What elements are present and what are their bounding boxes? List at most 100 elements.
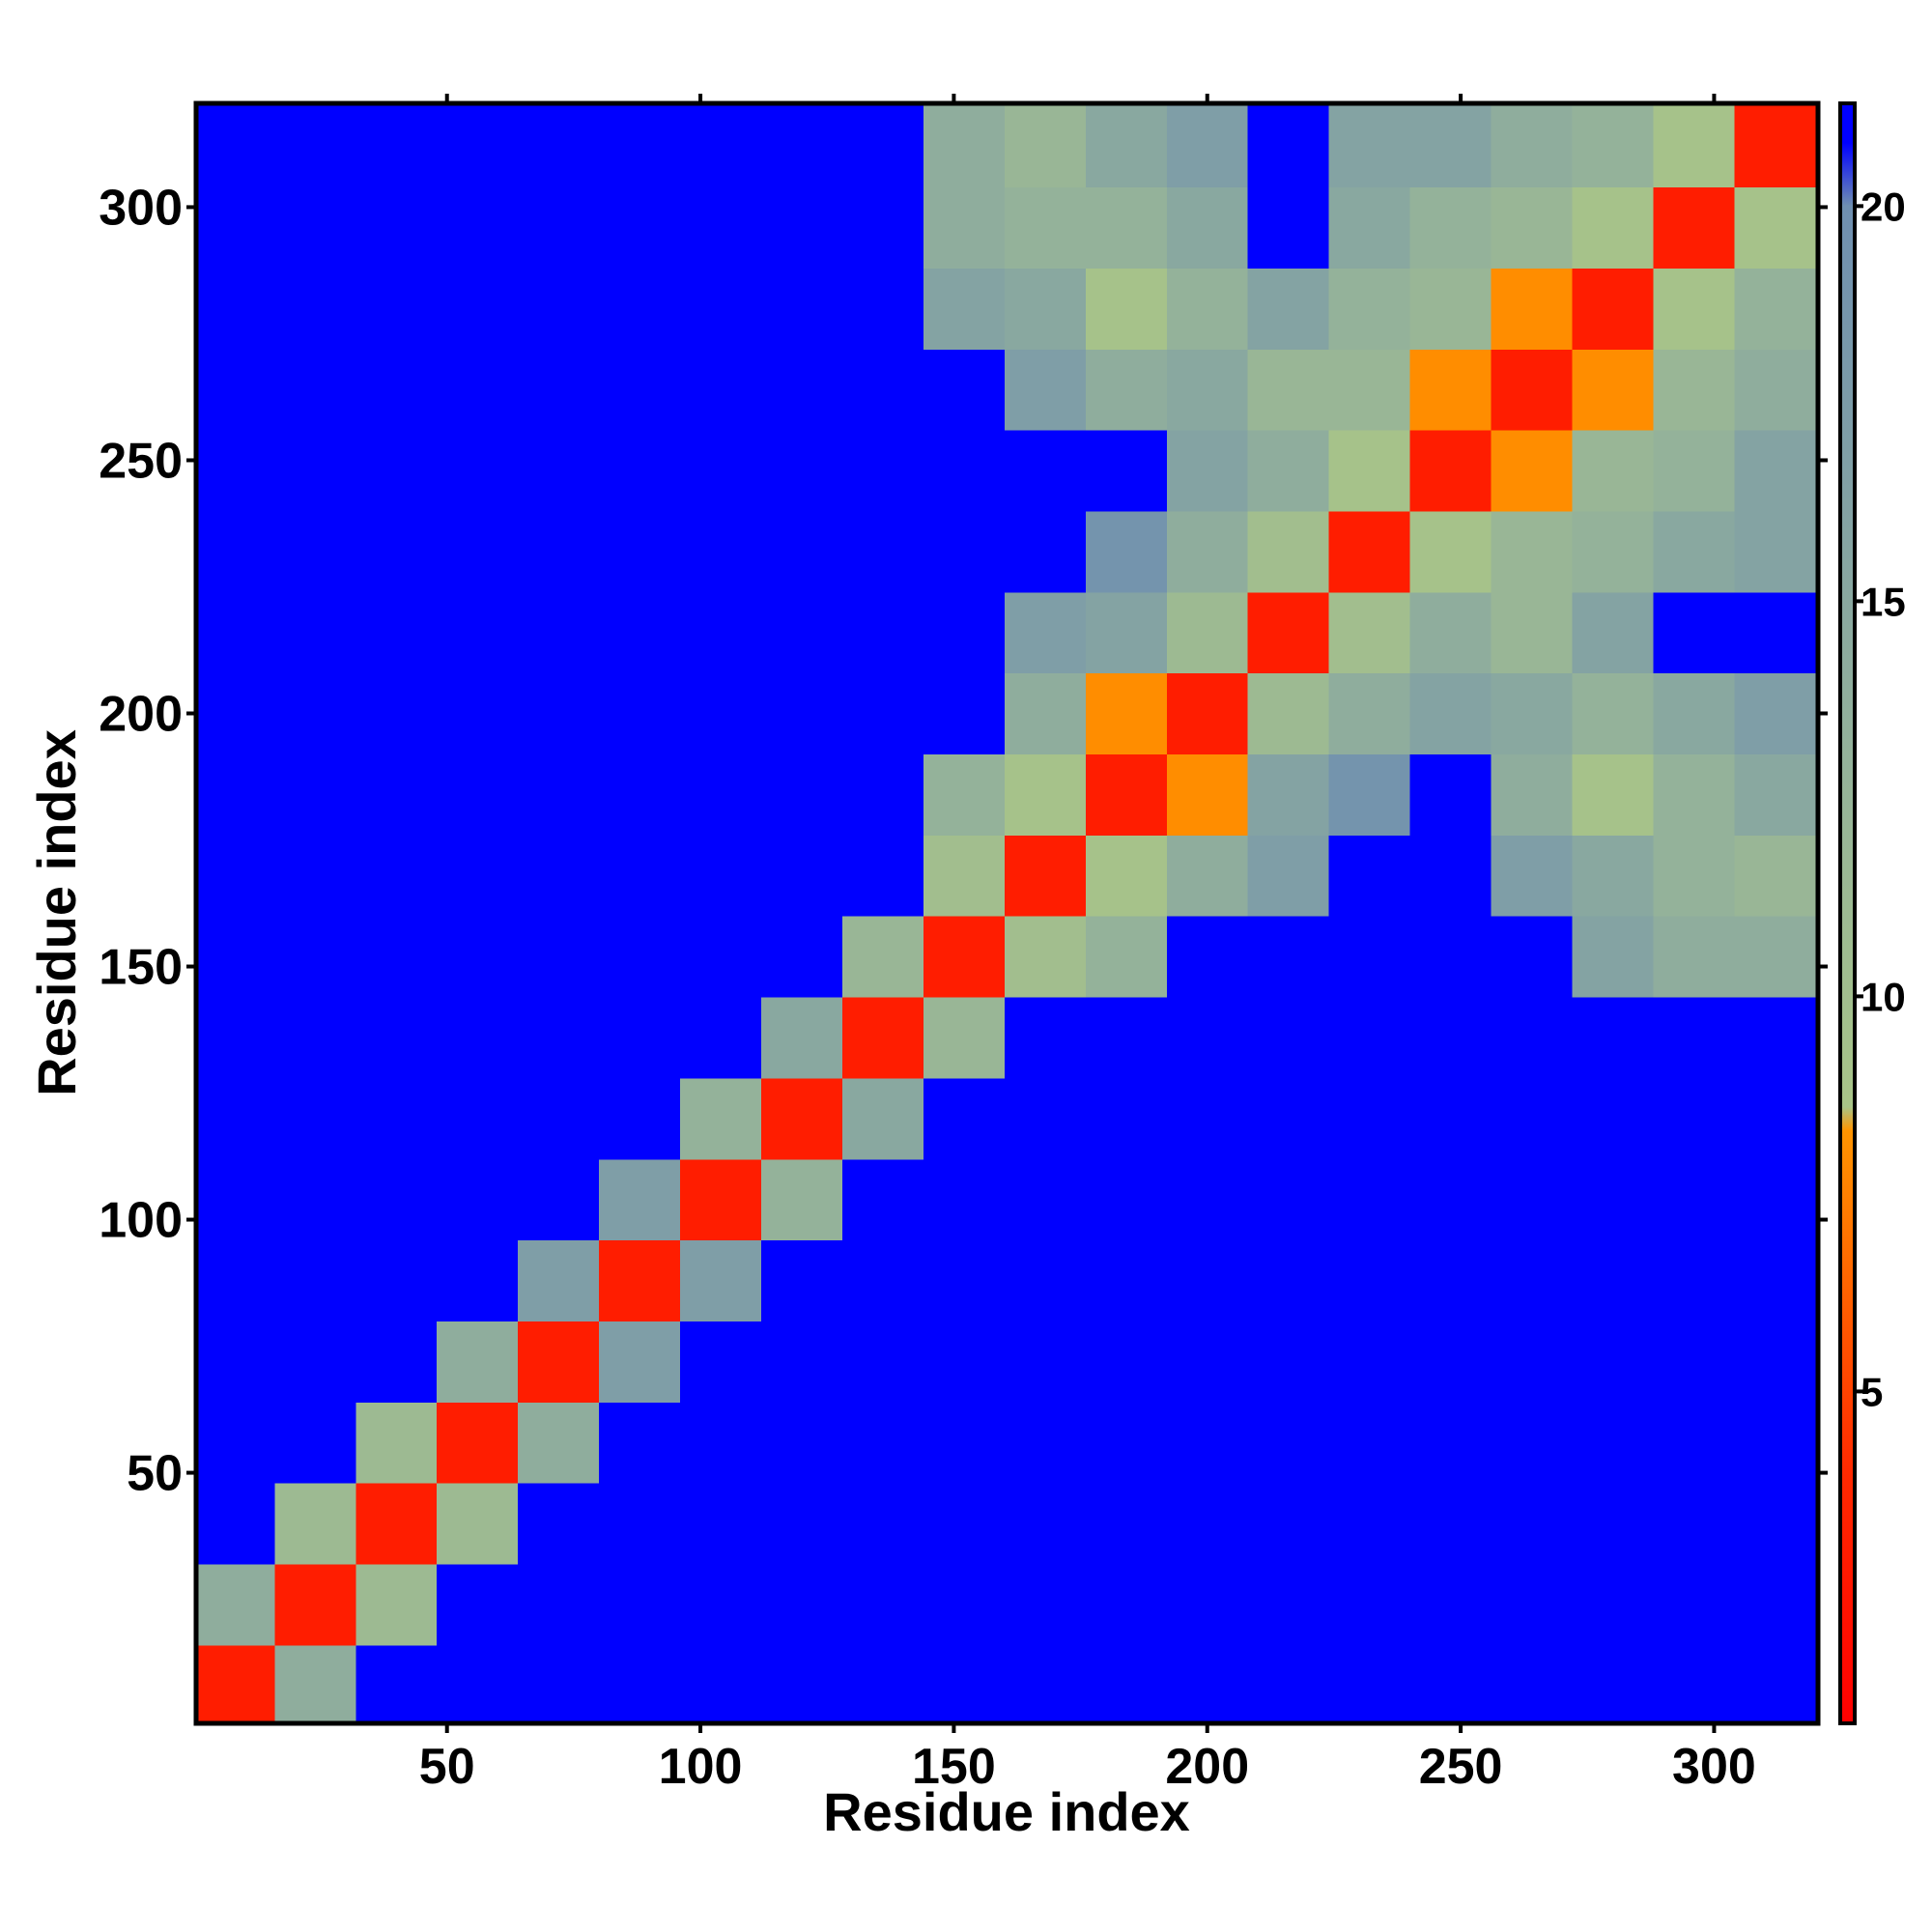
heatmap-cell [355,672,438,755]
heatmap-cell [841,835,924,917]
heatmap-cell [437,268,519,350]
heatmap-cell [1491,591,1574,674]
heatmap-cell [274,1644,356,1724]
heatmap-cell [1328,1077,1411,1160]
heatmap-cell [1004,1077,1087,1160]
heatmap-cell [1572,186,1655,269]
heatmap-cell [1491,996,1574,1079]
colorbar-tick-label: 10 [1861,974,1906,1019]
heatmap-cell [196,672,275,755]
heatmap-cell [841,268,924,350]
heatmap-cell [599,1563,681,1646]
heatmap-cell [1572,591,1655,674]
heatmap-cell [841,1077,924,1160]
heatmap-cell [518,268,600,350]
heatmap-cell [518,835,600,917]
heatmap-cell [1653,1563,1736,1646]
heatmap-cell [1085,1321,1168,1403]
heatmap-cell [196,591,275,674]
heatmap-cell [1409,186,1492,269]
heatmap-cell [1166,430,1249,512]
y-tick-label: 200 [99,686,183,742]
heatmap-cell [518,510,600,593]
heatmap-cell [274,672,356,755]
heatmap-cell [1572,268,1655,350]
heatmap-cell [1734,1077,1816,1160]
y-tick-label: 250 [99,433,183,489]
heatmap-cell [1247,349,1330,431]
heatmap-cell [1166,1563,1249,1646]
colorbar-tick-label: 20 [1861,184,1906,229]
heatmap-cell [274,430,356,512]
heatmap-cell [437,430,519,512]
heatmap-cell [1409,996,1492,1079]
heatmap-cell [1734,349,1816,431]
heatmap-cell [1247,105,1330,188]
heatmap-cell [761,1321,843,1403]
heatmap-cell [518,591,600,674]
heatmap-cell [761,349,843,431]
heatmap-cell [1491,1158,1574,1241]
heatmap-cell [923,1321,1006,1403]
heatmap-cell [437,1239,519,1321]
heatmap-cell [196,430,275,512]
heatmap-cell [680,430,762,512]
heatmap-cell [1247,1321,1330,1403]
heatmap-cell [1166,105,1249,188]
heatmap-cell [599,1644,681,1724]
heatmap-cell [841,672,924,755]
heatmap-cell [761,591,843,674]
heatmap-cell [1085,1644,1168,1724]
heatmap-cell [1166,268,1249,350]
heatmap-cell [1085,1402,1168,1484]
heatmap-cell [761,1644,843,1724]
heatmap-cell [196,1158,275,1241]
heatmap-cell [761,1483,843,1565]
heatmap-cell [841,1158,924,1241]
heatmap-cell [923,672,1006,755]
heatmap-cell [761,996,843,1079]
heatmap-cell [1491,510,1574,593]
heatmap-cell [1734,268,1816,350]
heatmap-cell [1572,1644,1655,1724]
heatmap-cell [1085,349,1168,431]
heatmap-cell [1085,672,1168,755]
heatmap-cell [1409,1158,1492,1241]
heatmap-cell [1004,1483,1087,1565]
heatmap-cell [1653,1644,1736,1724]
heatmap-cell [841,186,924,269]
heatmap-cell [1247,1483,1330,1565]
heatmap-cell [274,349,356,431]
heatmap-cell [1247,1563,1330,1646]
heatmap-cell [599,186,681,269]
heatmap-cell [599,268,681,350]
heatmap-cell [437,916,519,998]
heatmap-cell [923,510,1006,593]
heatmap-cell [1328,1321,1411,1403]
heatmap-cell [1004,1644,1087,1724]
heatmap-cell [518,996,600,1079]
heatmap-cell [1085,591,1168,674]
heatmap-cell [841,430,924,512]
heatmap-cell [196,1077,275,1160]
heatmap-cell [1653,430,1736,512]
heatmap-cell [437,349,519,431]
heatmap-cell [1409,1321,1492,1403]
heatmap-cell [1491,430,1574,512]
heatmap-cell [923,268,1006,350]
heatmap-cell [355,1402,438,1484]
heatmap-cell [518,753,600,836]
heatmap-cell [1328,105,1411,188]
heatmap-cell [1085,1158,1168,1241]
heatmap-cell [518,1402,600,1484]
heatmap-cell [1085,430,1168,512]
heatmap-cell [437,753,519,836]
heatmap-cell [274,1158,356,1241]
heatmap-cell [1166,835,1249,917]
heatmap-cell [1247,672,1330,755]
heatmap-cell [518,1239,600,1321]
heatmap-cell [437,1402,519,1484]
heatmap-cell [680,1239,762,1321]
heatmap-cell [1572,996,1655,1079]
heatmap-cell [1734,1483,1816,1565]
